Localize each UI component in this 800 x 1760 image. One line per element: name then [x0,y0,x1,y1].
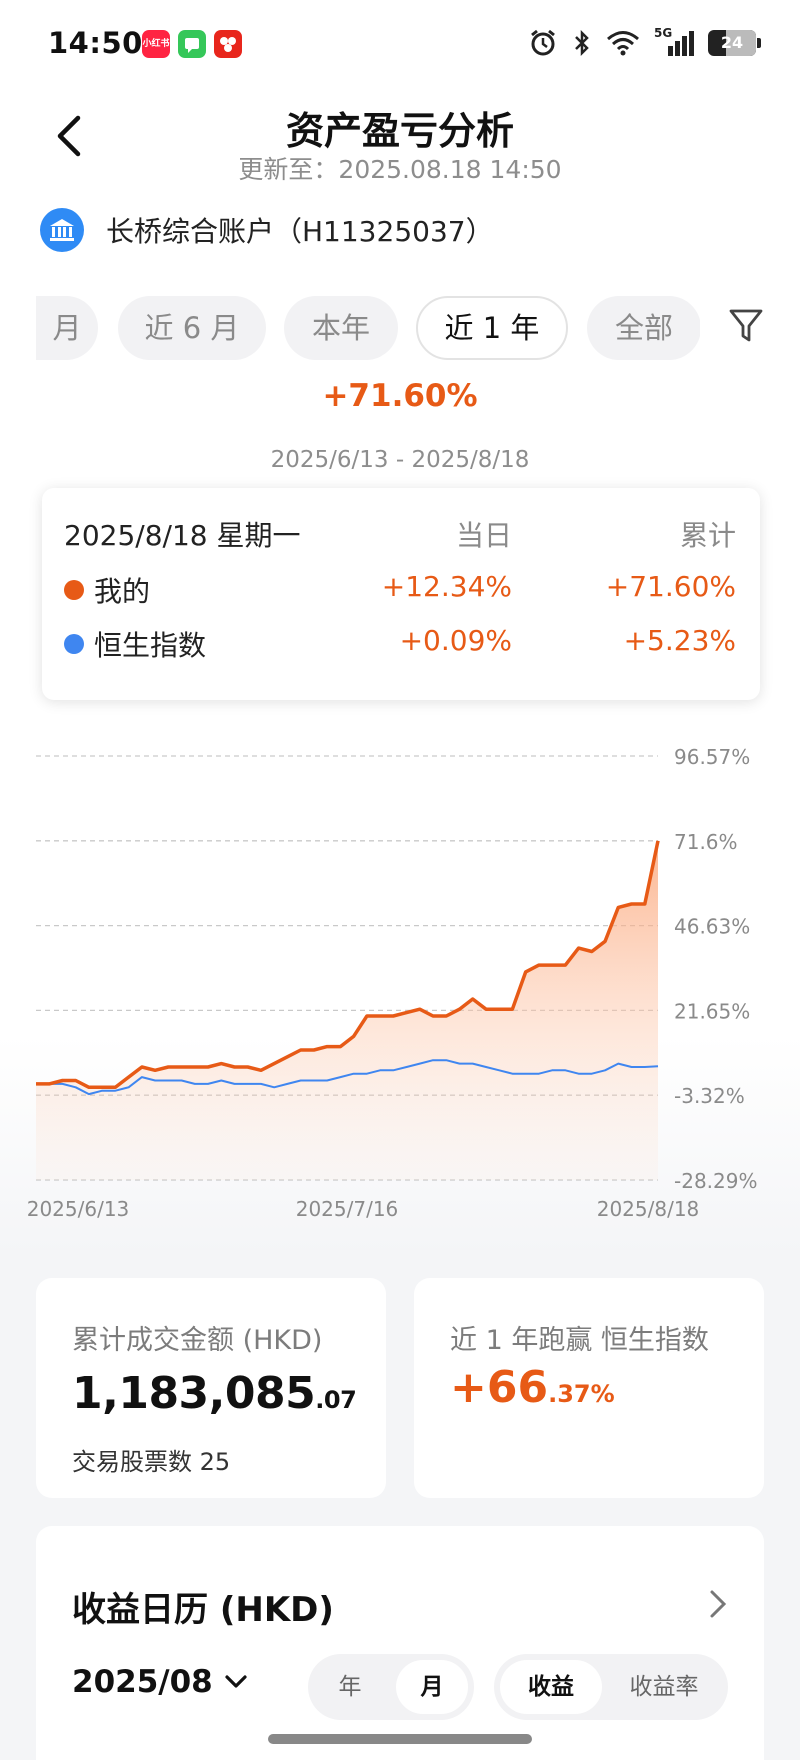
month-label: 2025/08 [72,1664,213,1700]
col-day-label: 当日 [455,519,512,552]
chevron-down-icon [225,1675,247,1688]
y-tick-label: 71.6% [674,830,738,854]
bluetooth-icon [575,29,589,57]
back-button[interactable] [50,112,90,160]
mine-cum-value: +71.60% [605,570,736,603]
beat-value: +66.37% [450,1362,615,1413]
calendar-more-button[interactable] [708,1588,728,1620]
mine-day-value: +12.34% [381,570,512,603]
tab-this-year[interactable]: 本年 [284,296,398,360]
tab-month[interactable]: 月 [36,296,98,360]
series-line [36,1059,659,1096]
page-title: 资产盈亏分析 [285,109,514,153]
turnover-card[interactable]: 累计成交金额 (HKD) 1,183,085.07 交易股票数 25 [36,1278,386,1498]
tooltip-row-hsi: 恒生指数 +0.09% +5.23% [64,624,736,664]
x-tick-label: 2025/7/16 [296,1197,399,1221]
tooltip-date: 2025/8/18 星期一 [64,519,301,552]
account-label: 长桥综合账户（H11325037） [106,215,494,248]
turnover-value: 1,183,085.07 [72,1368,357,1419]
tooltip-header: 2025/8/18 星期一 当日 累计 [64,514,736,554]
period-month[interactable]: 月 [396,1660,468,1714]
app-icon [214,30,242,58]
network-type: 5G [654,26,673,40]
period-toggle: 年 月 [308,1654,474,1720]
signal-icon: 5G [654,26,694,58]
stocks-count: 交易股票数 25 [72,1448,231,1476]
metric-profit[interactable]: 收益 [500,1660,602,1714]
xiaohongshu-icon: 小红书 [142,30,170,58]
series-label-hsi: 恒生指数 [94,629,207,662]
total-return: +71.60% [322,378,478,414]
y-tick-label: -3.32% [674,1084,745,1108]
date-range: 2025/6/13 - 2025/8/18 [270,447,530,473]
metric-toggle: 收益 收益率 [494,1654,728,1720]
series-dot-hsi [64,634,84,654]
tab-6-months[interactable]: 近 6 月 [118,296,266,360]
status-icons: 5G 24 [528,26,761,58]
home-indicator[interactable] [268,1734,532,1744]
x-tick-label: 2025/8/18 [597,1197,700,1221]
y-tick-label: -28.29% [674,1169,757,1193]
beat-index-card[interactable]: 近 1 年跑赢 恒生指数 +66.37% [414,1278,764,1498]
tab-all[interactable]: 全部 [587,296,700,360]
calendar-title: 收益日历 (HKD) [72,1590,334,1630]
update-time: 更新至：2025.08.18 14:50 [238,155,562,184]
chart-tooltip: 2025/8/18 星期一 当日 累计 我的 +12.34% +71.60% 恒… [42,488,760,700]
hsi-day-value: +0.09% [399,624,512,657]
battery-icon: 24 [708,30,761,56]
y-tick-label: 46.63% [674,915,750,939]
x-tick-label: 2025/6/13 [27,1197,130,1221]
chevron-left-icon [57,115,81,157]
series-label-mine: 我的 [94,575,151,608]
series-area [36,840,658,1180]
message-icon [178,30,206,58]
return-chart[interactable]: 96.57% 71.6% 46.63% 21.65% -3.32% -28.29% 202… [0,740,800,1230]
wifi-icon [607,31,639,56]
y-tick-label: 21.65% [674,999,750,1023]
turnover-label: 累计成交金额 (HKD) [72,1325,323,1356]
chevron-right-icon [710,1590,727,1618]
battery-level: 24 [720,33,744,52]
beat-label: 近 1 年跑赢 恒生指数 [450,1325,709,1356]
y-tick-label: 96.57% [674,745,750,769]
tab-1-year[interactable]: 近 1 年 [416,296,568,360]
hsi-cum-value: +5.23% [623,624,736,657]
range-tabs: 月 近 6 月 本年 近 1 年 全部 [36,296,700,362]
series-line [36,840,660,1090]
filter-button[interactable] [728,306,764,346]
status-time: 14:50 [48,26,143,60]
account-selector[interactable]: 长桥综合账户（H11325037） [40,208,494,252]
tooltip-row-mine: 我的 +12.34% +71.60% [64,570,736,610]
filter-icon [729,309,763,342]
alarm-icon [531,29,555,56]
series-dot-mine [64,580,84,600]
period-year[interactable]: 年 [338,1674,362,1700]
col-cum-label: 累计 [679,519,736,552]
month-selector[interactable]: 2025/08 [72,1664,247,1700]
bank-icon [40,208,84,252]
profit-calendar-card: 收益日历 (HKD) 2025/08 年 月 收益 收益率 [36,1526,764,1760]
status-bar: 14:50 小红书 5G 24 [0,0,800,90]
metric-rate[interactable]: 收益率 [629,1674,699,1700]
